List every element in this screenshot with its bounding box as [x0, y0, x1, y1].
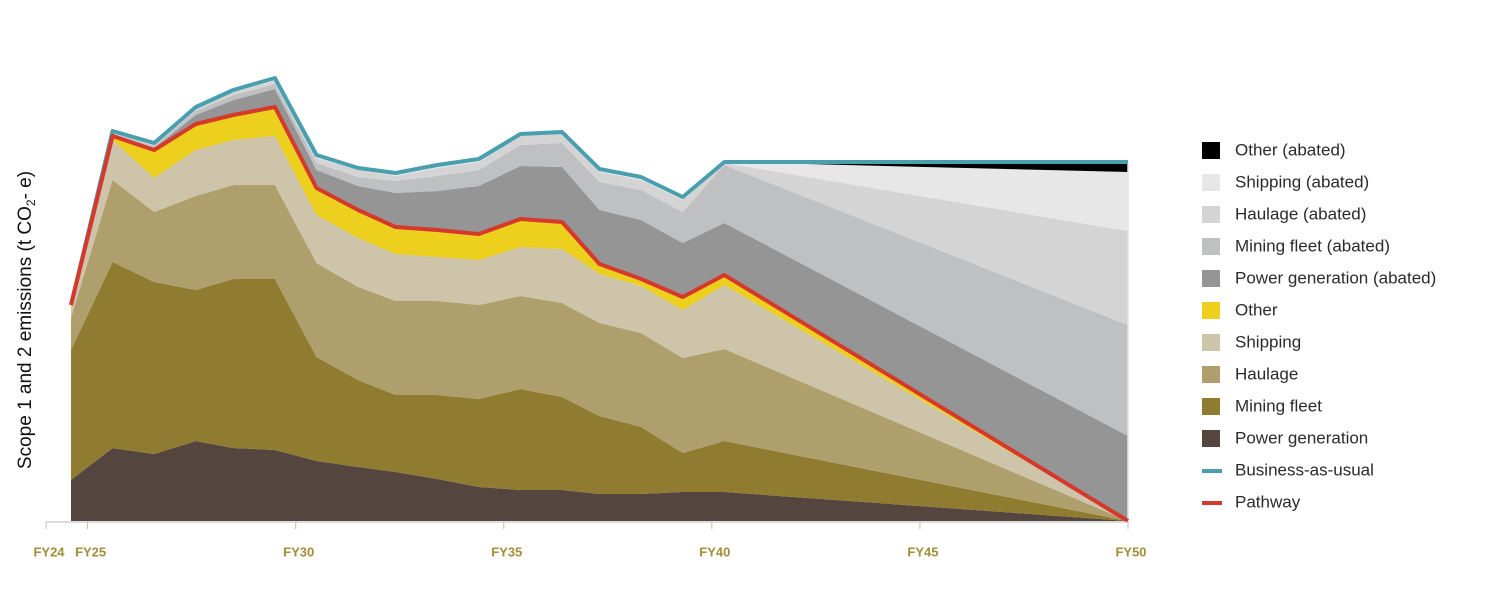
area [70, 136, 1128, 521]
legend-swatch [1202, 238, 1220, 255]
legend-swatch [1202, 142, 1220, 159]
area [70, 107, 1128, 521]
legend-label: Other [1235, 300, 1278, 319]
legend-swatch [1202, 334, 1220, 351]
legend-label: Power generation (abated) [1235, 268, 1436, 287]
legend-label: Business-as-usual [1235, 460, 1374, 479]
legend-label: Mining fleet (abated) [1235, 236, 1390, 255]
legend-label: Shipping [1235, 332, 1301, 351]
x-tick-label: FY45 [907, 544, 938, 559]
y-axis-title-sub: 2 [24, 199, 38, 206]
line [69, 76, 1128, 306]
area [70, 180, 1128, 521]
legend-swatch [1202, 398, 1220, 415]
legend-swatch [1202, 430, 1220, 447]
legend-swatch [1202, 206, 1220, 223]
area [70, 81, 1128, 325]
x-tick-label: FY50 [1115, 544, 1146, 559]
area [70, 78, 1128, 305]
y-axis-title-main: Scope 1 and 2 emissions (t CO [15, 206, 36, 469]
legend-swatch [1202, 366, 1220, 383]
y-axis-title: Scope 1 and 2 emissions (t CO2- e) [15, 171, 38, 469]
legend-label: Pathway [1235, 492, 1301, 511]
legend-swatch [1202, 174, 1220, 191]
x-tick-label: FY25 [75, 544, 106, 559]
area [70, 262, 1128, 521]
legend-label: Power generation [1235, 428, 1368, 447]
x-tick-label: FY35 [491, 544, 522, 559]
legend-swatch [1202, 270, 1220, 287]
x-tick-label: FY30 [283, 544, 314, 559]
y-axis-title-end: - e) [15, 171, 36, 200]
line [69, 105, 1130, 523]
area [70, 84, 1128, 436]
legend-label: Haulage [1235, 364, 1298, 383]
area [70, 441, 1128, 521]
legend-label: Mining fleet [1235, 396, 1322, 415]
legend-label: Other (abated) [1235, 140, 1346, 159]
x-tick-label: FY24 [33, 544, 65, 559]
legend-label: Haulage (abated) [1235, 204, 1366, 223]
legend-swatch [1202, 302, 1220, 319]
legend-label: Shipping (abated) [1235, 172, 1369, 191]
x-tick-label: FY40 [699, 544, 730, 559]
